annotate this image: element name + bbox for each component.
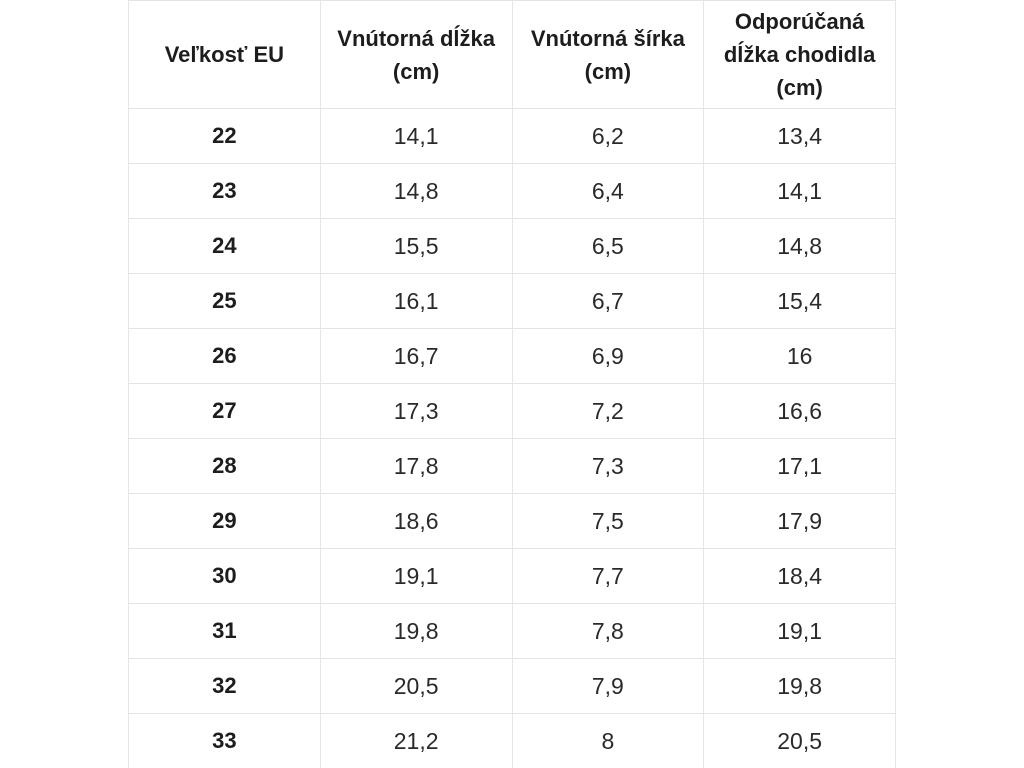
inner-width-cell: 7,8 [511,603,705,659]
size-cell: 23 [128,163,321,219]
size-cell: 29 [128,493,321,549]
foot-length-cell: 16 [703,328,896,384]
inner-length-cell: 17,8 [319,438,513,494]
table-row: 31 19,8 7,8 19,1 [128,603,896,659]
inner-width-cell: 7,7 [511,548,705,604]
table-row: 26 16,7 6,9 16 [128,328,896,384]
inner-width-cell: 8 [511,713,705,768]
foot-length-cell: 16,6 [703,383,896,439]
size-cell: 28 [128,438,321,494]
foot-length-cell: 14,8 [703,218,896,274]
table-row: 27 17,3 7,2 16,6 [128,383,896,439]
table-row: 23 14,8 6,4 14,1 [128,163,896,219]
foot-length-cell: 15,4 [703,273,896,329]
table-row: 24 15,5 6,5 14,8 [128,218,896,274]
header-row: Veľkosť EU Vnútorná dĺžka (cm) Vnútorná … [128,0,896,109]
size-cell: 24 [128,218,321,274]
table-row: 30 19,1 7,7 18,4 [128,548,896,604]
inner-length-cell: 16,1 [319,273,513,329]
inner-width-cell: 7,9 [511,658,705,714]
foot-length-cell: 18,4 [703,548,896,604]
size-cell: 25 [128,273,321,329]
inner-length-cell: 19,1 [319,548,513,604]
table-row: 28 17,8 7,3 17,1 [128,438,896,494]
foot-length-cell: 14,1 [703,163,896,219]
size-cell: 33 [128,713,321,768]
foot-length-cell: 19,8 [703,658,896,714]
table-body: 22 14,1 6,2 13,4 23 14,8 6,4 14,1 24 15,… [128,108,896,768]
inner-length-cell: 21,2 [319,713,513,768]
table-header: Veľkosť EU Vnútorná dĺžka (cm) Vnútorná … [128,0,896,109]
size-cell: 27 [128,383,321,439]
table-row: 33 21,2 8 20,5 [128,713,896,768]
table-row: 32 20,5 7,9 19,8 [128,658,896,714]
foot-length-cell: 17,9 [703,493,896,549]
inner-width-cell: 7,3 [511,438,705,494]
inner-width-cell: 6,4 [511,163,705,219]
inner-width-cell: 6,7 [511,273,705,329]
size-chart-container: Veľkosť EU Vnútorná dĺžka (cm) Vnútorná … [128,0,896,768]
foot-length-cell: 19,1 [703,603,896,659]
inner-length-cell: 19,8 [319,603,513,659]
foot-length-cell: 13,4 [703,108,896,164]
column-header-inner-length: Vnútorná dĺžka (cm) [319,0,513,109]
size-cell: 30 [128,548,321,604]
size-chart-table: Veľkosť EU Vnútorná dĺžka (cm) Vnútorná … [128,0,896,768]
inner-length-cell: 14,1 [319,108,513,164]
column-header-recommended-foot-length: Odporúčaná dĺžka chodidla (cm) [703,0,896,109]
inner-length-cell: 20,5 [319,658,513,714]
foot-length-cell: 20,5 [703,713,896,768]
size-cell: 22 [128,108,321,164]
inner-width-cell: 7,2 [511,383,705,439]
column-header-inner-width: Vnútorná šírka (cm) [511,0,705,109]
inner-width-cell: 6,2 [511,108,705,164]
column-header-eu-size: Veľkosť EU [128,0,321,109]
inner-length-cell: 15,5 [319,218,513,274]
inner-width-cell: 7,5 [511,493,705,549]
inner-length-cell: 17,3 [319,383,513,439]
table-row: 29 18,6 7,5 17,9 [128,493,896,549]
inner-width-cell: 6,9 [511,328,705,384]
table-row: 25 16,1 6,7 15,4 [128,273,896,329]
size-cell: 32 [128,658,321,714]
table-row: 22 14,1 6,2 13,4 [128,108,896,164]
size-cell: 31 [128,603,321,659]
inner-length-cell: 16,7 [319,328,513,384]
size-cell: 26 [128,328,321,384]
inner-length-cell: 18,6 [319,493,513,549]
inner-length-cell: 14,8 [319,163,513,219]
inner-width-cell: 6,5 [511,218,705,274]
foot-length-cell: 17,1 [703,438,896,494]
